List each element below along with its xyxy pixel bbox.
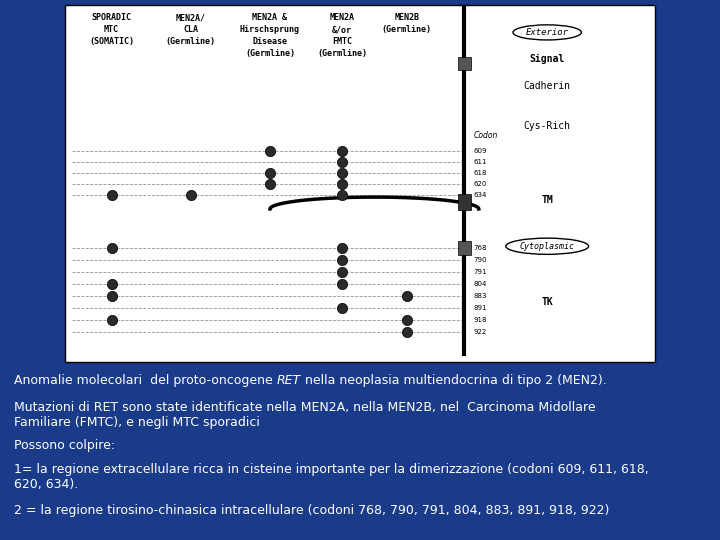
Text: 611: 611 xyxy=(474,159,487,165)
Text: 618: 618 xyxy=(474,170,487,176)
Text: Signal: Signal xyxy=(530,55,564,64)
Point xyxy=(106,191,117,200)
Text: Exterior: Exterior xyxy=(526,28,569,37)
Text: Cytoplasmic: Cytoplasmic xyxy=(520,242,575,251)
Point xyxy=(336,191,348,200)
Text: 922: 922 xyxy=(474,328,487,335)
Text: MEN2A/: MEN2A/ xyxy=(176,14,206,23)
Point xyxy=(336,147,348,156)
Point xyxy=(401,292,413,300)
Text: 1= la regione extracellulare ricca in cisteine importante per la dimerizzazione : 1= la regione extracellulare ricca in ci… xyxy=(14,463,649,476)
FancyBboxPatch shape xyxy=(458,57,471,70)
Point xyxy=(106,292,117,300)
Text: 2 = la regione tirosino-chinasica intracellulare (codoni 768, 790, 791, 804, 883: 2 = la regione tirosino-chinasica intrac… xyxy=(14,504,610,517)
Text: 768: 768 xyxy=(474,245,487,252)
Text: Anomalie molecolari  del proto-oncogene: Anomalie molecolari del proto-oncogene xyxy=(14,374,277,387)
Text: 804: 804 xyxy=(474,281,487,287)
Text: (Germline): (Germline) xyxy=(382,25,432,35)
Text: MTC: MTC xyxy=(104,25,119,35)
FancyBboxPatch shape xyxy=(65,5,655,362)
Text: 918: 918 xyxy=(474,316,487,323)
Text: 883: 883 xyxy=(474,293,487,299)
Text: 620: 620 xyxy=(474,180,487,187)
Point xyxy=(401,315,413,324)
Text: TK: TK xyxy=(541,298,553,307)
Point xyxy=(185,191,197,200)
Point xyxy=(264,168,276,177)
Text: Codon: Codon xyxy=(474,131,498,139)
Text: 790: 790 xyxy=(474,257,487,264)
Point xyxy=(336,303,348,312)
FancyBboxPatch shape xyxy=(458,241,471,255)
Text: SPORADIC: SPORADIC xyxy=(91,14,132,23)
Text: Disease: Disease xyxy=(253,37,287,46)
Text: 609: 609 xyxy=(474,148,487,154)
Text: Hirschsprung: Hirschsprung xyxy=(240,25,300,35)
Text: MEN2A &: MEN2A & xyxy=(253,14,287,23)
Text: Familiare (FMTC), e negli MTC sporadici: Familiare (FMTC), e negli MTC sporadici xyxy=(14,416,260,429)
Text: (Germline): (Germline) xyxy=(245,49,295,58)
Text: RET: RET xyxy=(277,374,301,387)
Text: Cadherin: Cadherin xyxy=(523,82,571,91)
Ellipse shape xyxy=(506,238,589,254)
Point xyxy=(401,327,413,336)
Text: FMTC: FMTC xyxy=(332,37,352,46)
Text: 634: 634 xyxy=(474,192,487,199)
Text: Cys-Rich: Cys-Rich xyxy=(523,122,571,131)
Text: TM: TM xyxy=(541,195,553,205)
Point xyxy=(336,179,348,188)
Text: nella neoplasia multiendocrina di tipo 2 (MEN2).: nella neoplasia multiendocrina di tipo 2… xyxy=(301,374,607,387)
Text: (Germline): (Germline) xyxy=(166,37,216,46)
Point xyxy=(106,244,117,253)
Point xyxy=(264,147,276,156)
Point xyxy=(336,158,348,166)
Text: 620, 634).: 620, 634). xyxy=(14,478,78,491)
Point xyxy=(106,280,117,288)
Text: Possono colpire:: Possono colpire: xyxy=(14,439,115,452)
Point xyxy=(336,244,348,253)
Text: MEN2B: MEN2B xyxy=(395,14,419,23)
Point xyxy=(336,280,348,288)
Text: (SOMATIC): (SOMATIC) xyxy=(89,37,134,46)
Point xyxy=(336,256,348,265)
Ellipse shape xyxy=(513,25,582,40)
Point xyxy=(336,168,348,177)
Text: &/or: &/or xyxy=(332,25,352,35)
Text: 891: 891 xyxy=(474,305,487,311)
Text: CLA: CLA xyxy=(184,25,198,35)
Text: Mutazioni di RET sono state identificate nella MEN2A, nella MEN2B, nel  Carcinom: Mutazioni di RET sono state identificate… xyxy=(14,401,596,414)
FancyBboxPatch shape xyxy=(458,194,471,210)
Point xyxy=(106,315,117,324)
Point xyxy=(336,268,348,276)
Text: MEN2A: MEN2A xyxy=(330,14,354,23)
Text: 791: 791 xyxy=(474,269,487,275)
Point xyxy=(264,179,276,188)
Text: (Germline): (Germline) xyxy=(317,49,367,58)
